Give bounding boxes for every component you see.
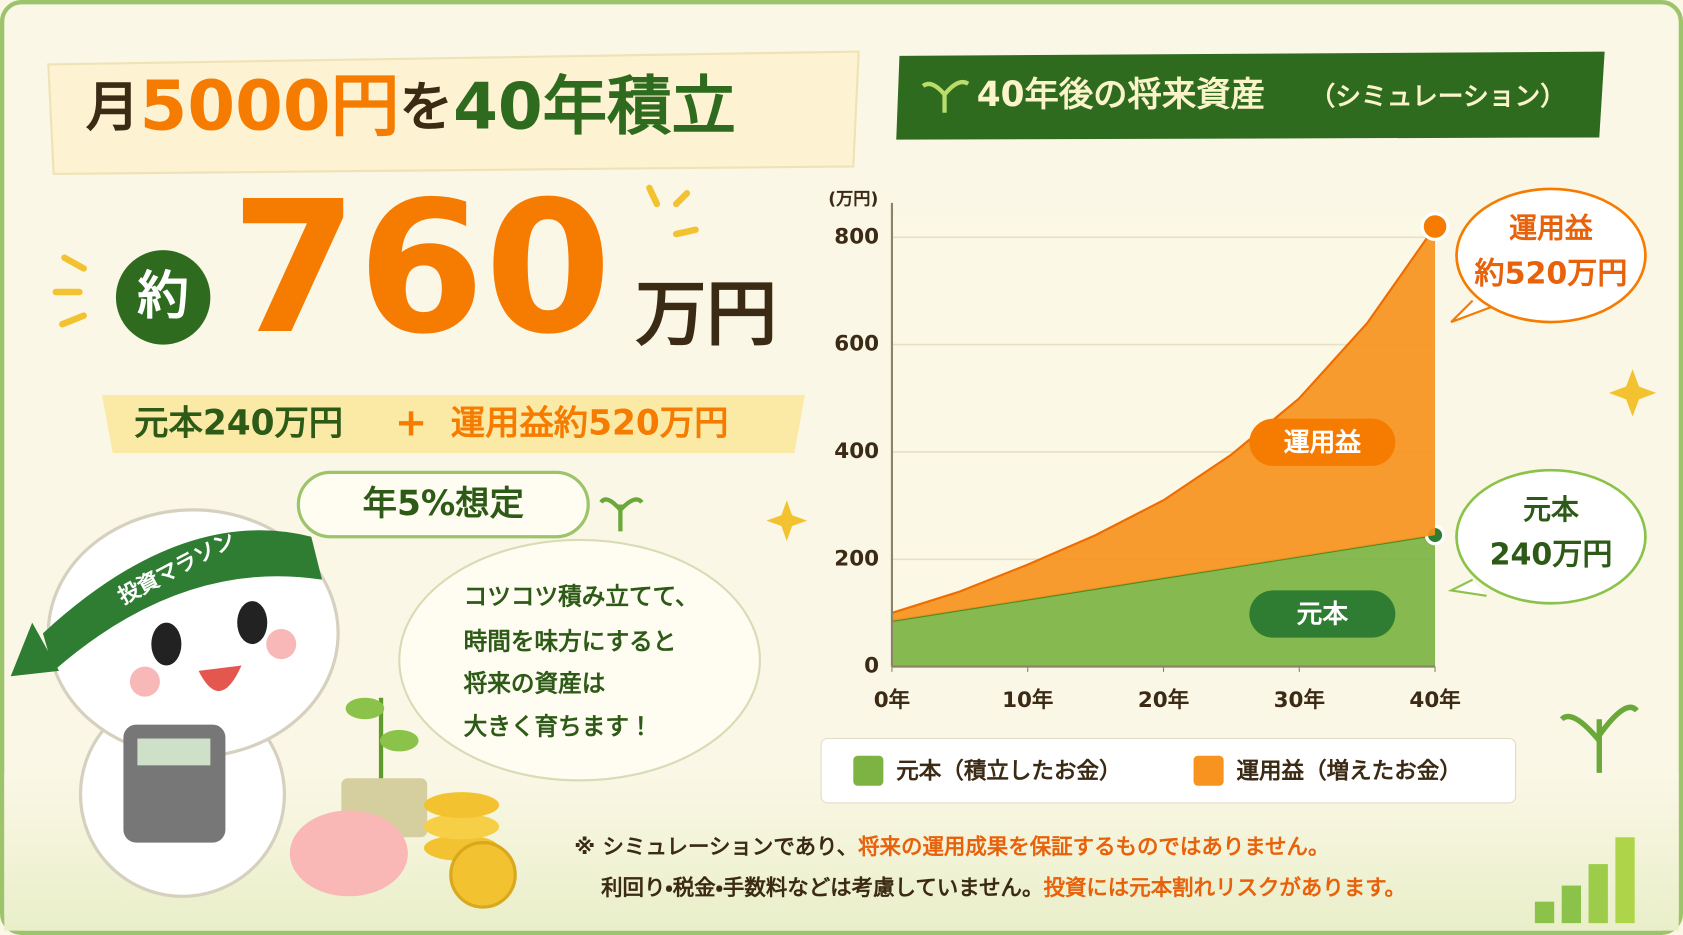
chart-subtitle: （シミュレーション） — [1309, 82, 1565, 112]
legend-box — [820, 737, 1517, 804]
title-part: 5000円 — [140, 67, 400, 147]
area-label: 運用益 — [1284, 427, 1361, 458]
disclaimer-text: ※ シミュレーションであり、 — [574, 835, 858, 860]
sparkles — [52, 184, 699, 328]
callout-title: 運用益 — [1509, 212, 1593, 245]
headline-amount: 760 — [231, 163, 612, 375]
x-tick-label: 30年 — [1274, 687, 1325, 713]
assumption: 年5%想定 — [363, 484, 524, 524]
callout-text: 約520万円 — [1475, 256, 1628, 291]
prefix-badge — [115, 250, 211, 345]
area-label: 元本 — [1297, 600, 1349, 630]
x-tick-label: 20年 — [1138, 687, 1189, 713]
legend-swatch — [853, 755, 884, 786]
area-label-pill — [1249, 418, 1396, 466]
breakdown-principal: 元本240万円 — [134, 404, 343, 444]
breakdown-plus: + — [395, 401, 427, 446]
headline-unit: 万円 — [635, 272, 777, 355]
legend-label: 元本（積立したお金） — [896, 758, 1121, 784]
y-tick-label: 800 — [834, 224, 879, 249]
x-tick-label: 0年 — [874, 687, 910, 713]
disclaimer-warning: 投資には元本割れリスクがあります。 — [1043, 875, 1406, 901]
title: 月5000円を40年積立 — [86, 67, 736, 147]
message-line: 時間を味方にすると — [464, 627, 677, 655]
callout-tail — [1450, 299, 1495, 324]
disclaimer-warning: 将来の運用成果を保証するものではありません。 — [858, 834, 1329, 860]
end-marker — [1420, 212, 1450, 242]
area-edge — [891, 225, 1436, 614]
x-tick-label: 10年 — [1002, 687, 1053, 713]
area-label-pill — [1249, 590, 1396, 638]
y-tick-label: 400 — [834, 439, 879, 464]
callout-bubble — [1455, 187, 1647, 324]
y-tick-label: 0 — [864, 654, 879, 679]
message-line: コツコツ積み立てて、 — [464, 582, 699, 610]
breakdown-band — [101, 395, 806, 454]
legend-swatch — [1193, 755, 1224, 786]
speech-bubble — [398, 538, 761, 782]
y-tick-label: 600 — [834, 332, 879, 357]
area — [891, 226, 1436, 621]
assumption-pill — [296, 470, 590, 539]
x-tick-label: 40年 — [1409, 687, 1460, 713]
breakdown-gain: 運用益約520万円 — [451, 404, 729, 444]
y-tick-label: 200 — [834, 546, 879, 571]
chart-title: 40年後の将来資産 — [977, 75, 1265, 115]
sprout-icon — [921, 79, 970, 113]
message-line: 将来の資産は — [464, 669, 606, 697]
title-part: 月 — [86, 75, 140, 138]
disclaimer-text: 利回り・税金・手数料などは考慮していません。 — [601, 875, 1043, 901]
disclaimer-line: 利回り・税金・手数料などは考慮していません。投資には元本割れリスクがあります。 — [601, 875, 1406, 901]
chart-header — [896, 51, 1605, 140]
legend-label: 運用益（増えたお金） — [1236, 757, 1461, 784]
callout-bubble — [1455, 468, 1647, 605]
disclaimer-line: ※ シミュレーションであり、将来の運用成果を保証するものではありません。 — [574, 834, 1329, 860]
callout-tail — [1447, 578, 1487, 597]
headline-prefix: 約 — [137, 267, 189, 327]
y-axis-label: (万円) — [828, 190, 878, 210]
mascot — [10, 508, 340, 898]
decorations — [289, 369, 1657, 924]
title-ribbon — [47, 50, 860, 176]
callout-title: 元本 — [1523, 493, 1579, 526]
message-line: 大きく育ちます！ — [464, 712, 653, 740]
title-part: を — [399, 75, 453, 138]
callout-text: 240万円 — [1490, 538, 1613, 573]
title-part: 40年積立 — [453, 69, 736, 144]
